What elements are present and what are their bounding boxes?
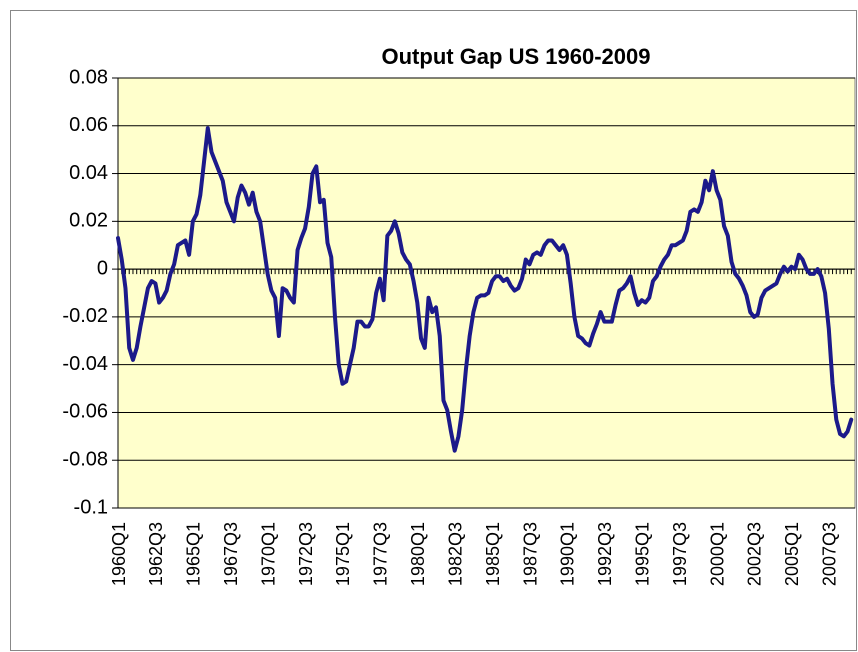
x-tick-label: 1972Q3: [296, 522, 316, 586]
x-tick-label: 1975Q1: [333, 522, 353, 586]
y-tick-label: -0.02: [62, 305, 108, 327]
x-tick-label: 1962Q3: [146, 522, 166, 586]
x-tick-label: 1985Q1: [483, 522, 503, 586]
y-tick-label: -0.04: [62, 353, 108, 375]
x-tick-label: 1990Q1: [558, 522, 578, 586]
x-tick-label: 1965Q1: [184, 522, 204, 586]
x-tick-label: 2005Q1: [782, 522, 802, 586]
x-tick-label: 2007Q3: [820, 522, 840, 586]
y-tick-label: 0: [97, 257, 108, 279]
chart-title: Output Gap US 1960-2009: [382, 44, 651, 69]
x-tick-label: 2000Q1: [707, 522, 727, 586]
x-tick-label: 1987Q3: [520, 522, 540, 586]
y-tick-label: 0.08: [69, 66, 108, 88]
x-tick-label: 1982Q3: [445, 522, 465, 586]
y-tick-label: -0.08: [62, 449, 108, 471]
x-tick-label: 1967Q3: [221, 522, 241, 586]
y-tick-label: -0.06: [62, 401, 108, 423]
y-tick-label: -0.1: [74, 496, 108, 518]
y-tick-label: 0.02: [69, 210, 108, 232]
x-tick-label: 1992Q3: [595, 522, 615, 586]
x-tick-label: 1960Q1: [109, 522, 129, 586]
x-tick-label: 1997Q3: [670, 522, 690, 586]
x-tick-label: 1970Q1: [258, 522, 278, 586]
y-tick-label: 0.06: [69, 114, 108, 136]
x-tick-label: 1977Q3: [371, 522, 391, 586]
x-tick-label: 1980Q1: [408, 522, 428, 586]
x-tick-label: 2002Q3: [745, 522, 765, 586]
y-tick-label: 0.04: [69, 162, 108, 184]
data-line: [116, 126, 854, 453]
x-tick-label: 1995Q1: [633, 522, 653, 586]
